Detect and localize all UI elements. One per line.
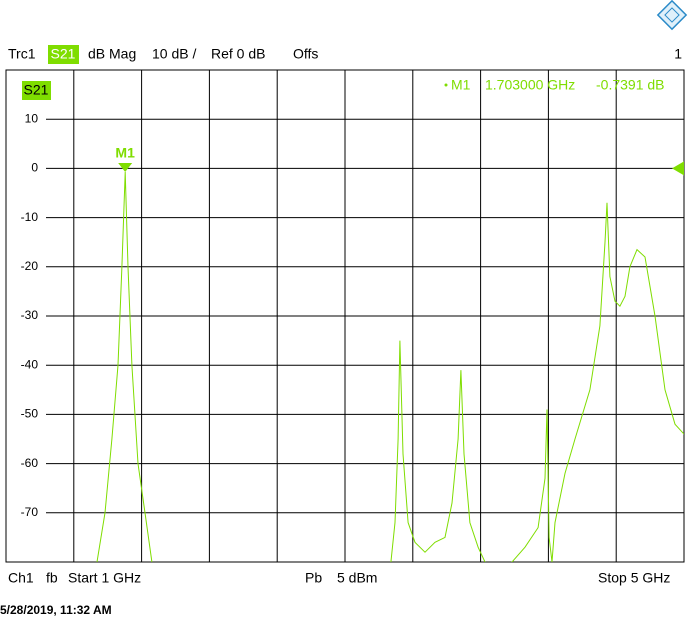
trace-line (96, 171, 684, 562)
y-tick-label: 0 (31, 161, 38, 175)
header-s21-box (48, 45, 79, 64)
logo (656, 0, 688, 31)
readout-name: M1 (451, 77, 471, 93)
y-tick-label: -30 (21, 308, 39, 322)
ref-level-marker (672, 161, 684, 176)
y-tick-label: -10 (21, 210, 39, 224)
y-tick-label: -20 (21, 259, 39, 273)
header-offs: Offs (293, 46, 318, 62)
plot-area (96, 171, 684, 562)
y-tick-label: -70 (21, 505, 39, 519)
y-tick-label: -60 (21, 456, 39, 470)
y-tick-label: -40 (21, 357, 39, 371)
footer-fb: fb (46, 570, 58, 586)
readout-value: -0.7391 dB (596, 77, 665, 93)
y-tick-label: 10 (25, 111, 39, 125)
footer-stop: Stop 5 GHz (598, 570, 670, 586)
header-ref: Ref 0 dB (211, 46, 265, 62)
trace-label-box (22, 81, 51, 100)
timestamp: 5/28/2019, 11:32 AM (0, 603, 112, 617)
readout-x: 1.703000 GHz (485, 77, 575, 93)
footer-power: 5 dBm (337, 570, 377, 586)
trace-label: S21 (24, 82, 49, 98)
header-trace: Trc1 (8, 46, 36, 62)
footer-pb: Pb (305, 570, 322, 586)
header-measurement: S21 (51, 46, 76, 62)
readout-dot (444, 83, 448, 87)
footer-start: Start 1 GHz (68, 570, 141, 586)
header-channel: 1 (674, 46, 682, 62)
marker-name: M1 (115, 145, 135, 161)
header-scale: 10 dB / (152, 46, 196, 62)
y-tick-label: -50 (21, 407, 39, 421)
header-format: dB Mag (88, 46, 136, 62)
footer-channel: Ch1 (8, 570, 34, 586)
marker-triangle (118, 163, 133, 173)
